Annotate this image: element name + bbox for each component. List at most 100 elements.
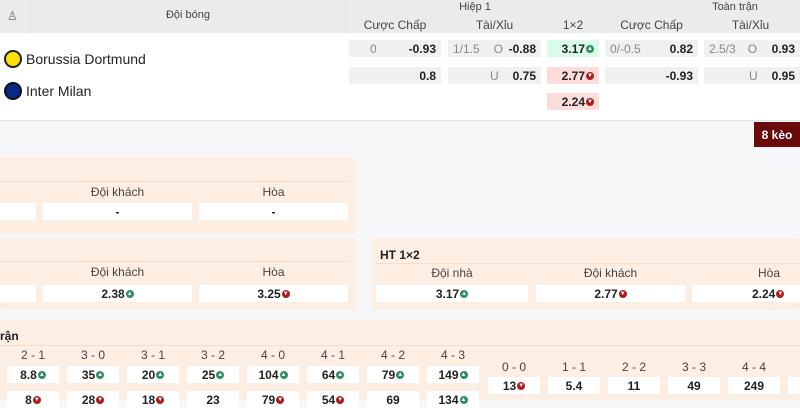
score-label: 1 - 1 bbox=[561, 360, 586, 374]
arrow-up-icon: ▲ bbox=[96, 370, 105, 379]
arrow-down-icon: ▼ bbox=[281, 289, 290, 298]
odd-home[interactable] bbox=[0, 285, 36, 302]
odd: 0.95 bbox=[771, 68, 795, 83]
score-odd-home[interactable]: 20 ▲ bbox=[127, 366, 179, 383]
ft-ou-under[interactable]: U 0.95 bbox=[704, 67, 800, 84]
odd: 2.24 bbox=[561, 94, 585, 109]
arrow-down-icon: ▼ bbox=[586, 71, 594, 80]
score-odd-draw[interactable]: 249 bbox=[728, 377, 780, 394]
score-label: 4 - 3 bbox=[440, 348, 465, 362]
score-odd-home[interactable]: 79 ▲ bbox=[367, 366, 419, 383]
h1-ou-under[interactable]: U 0.75 bbox=[448, 67, 541, 84]
h1-handicap-away[interactable]: 0.8 bbox=[349, 67, 441, 84]
arrow-down-icon: ▼ bbox=[776, 289, 785, 298]
score-odd-other[interactable] bbox=[788, 377, 800, 394]
odd: 11 bbox=[627, 378, 641, 393]
ht-1x2-panel: HT 1×2 Đội nhà Đội khách Hòa 3.17 ▲ 2.77 ▼… bbox=[372, 238, 800, 310]
score-odd-home[interactable]: 25 ▲ bbox=[187, 366, 239, 383]
odd-away[interactable]: 2.38 ▲ bbox=[43, 285, 192, 302]
odd: 149 bbox=[438, 367, 459, 382]
score-odd-draw[interactable]: 5.4 bbox=[548, 377, 600, 394]
odd: 2.77 bbox=[594, 286, 618, 301]
h1-ou-header: Tài/Xỉu bbox=[475, 18, 514, 32]
h1-1x2-away[interactable]: 2.77 ▼ bbox=[547, 67, 599, 84]
settings-icon[interactable]: ♙ bbox=[7, 9, 18, 23]
inter-logo-icon bbox=[4, 82, 22, 100]
score-label: 2 - 1 bbox=[20, 348, 45, 362]
odd: 8.8 bbox=[20, 367, 37, 382]
odds-table-header: ♙ Đội bóng Hiệp 1 Toàn trận Cược Chấp Tà… bbox=[0, 0, 800, 121]
odd: -0.93 bbox=[408, 41, 436, 56]
correct-score-panel: rận 2 - 1 8.8 ▲ 8 ▼ 3 - 0 35 ▲ 28 ▼ 3 - 1 20 ▲ … bbox=[0, 320, 800, 408]
side: U bbox=[749, 68, 758, 83]
ft-ou-over[interactable]: 2.5/3 O 0.93 bbox=[704, 40, 800, 57]
label-draw: Hòa bbox=[262, 185, 285, 199]
arrow-up-icon: ▲ bbox=[586, 44, 594, 53]
score-odd-draw[interactable]: 11 bbox=[608, 377, 660, 394]
odd: 2.24 bbox=[752, 286, 776, 301]
arrow-up-icon: ▲ bbox=[279, 370, 288, 379]
team-home[interactable]: Borussia Dortmund bbox=[4, 50, 146, 68]
odd: 2.38 bbox=[101, 286, 125, 301]
h1-handicap-home[interactable]: 0 -0.93 bbox=[349, 40, 441, 57]
ft-handicap-away[interactable]: -0.93 bbox=[605, 67, 698, 84]
score-label: 4 - 0 bbox=[260, 348, 285, 362]
label-away: Đội khách bbox=[90, 185, 145, 199]
team-name: Borussia Dortmund bbox=[26, 51, 146, 67]
arrow-up-icon: ▲ bbox=[396, 370, 405, 379]
h1-1x2-home[interactable]: 3.17 ▲ bbox=[547, 40, 599, 57]
odd-away[interactable]: - bbox=[43, 203, 192, 220]
side: O bbox=[747, 41, 758, 56]
odd: -0.88 bbox=[508, 41, 536, 56]
score-label: 3 - 0 bbox=[80, 348, 105, 362]
odd-away[interactable]: 2.77 ▼ bbox=[536, 285, 685, 302]
h1-1x2-draw[interactable]: 2.24 ▼ bbox=[547, 93, 599, 110]
score-odd-home[interactable]: 8.8 ▲ bbox=[7, 366, 59, 383]
score-odd-home[interactable]: 104 ▲ bbox=[247, 366, 299, 383]
score-odd-draw[interactable]: 13 ▼ bbox=[488, 377, 540, 394]
odd-home[interactable]: 3.17 ▲ bbox=[376, 285, 528, 302]
side: O bbox=[493, 41, 504, 56]
odd: 0.82 bbox=[669, 41, 693, 56]
odd: 249 bbox=[743, 378, 765, 393]
arrow-up-icon: ▲ bbox=[460, 289, 469, 298]
odd: 79 bbox=[381, 367, 396, 382]
score-odd-home[interactable]: 64 ▲ bbox=[307, 366, 359, 383]
odd: 5.4 bbox=[565, 378, 583, 393]
odd-draw[interactable]: - bbox=[199, 203, 348, 220]
odd-draw[interactable]: 3.25 ▼ bbox=[199, 285, 348, 302]
odd-draw[interactable]: 2.24 ▼ bbox=[692, 285, 800, 302]
odd: 2.77 bbox=[561, 68, 585, 83]
line: 0 bbox=[370, 41, 377, 56]
ft-handicap-home[interactable]: 0/-0.5 0.82 bbox=[605, 40, 698, 57]
odd-home[interactable] bbox=[0, 203, 36, 220]
score-label: 4 - 4 bbox=[741, 360, 766, 374]
arrow-up-icon: ▲ bbox=[336, 370, 345, 379]
score-odd-home[interactable]: 35 ▲ bbox=[67, 366, 119, 383]
h1-ou-over[interactable]: 1/1.5 O -0.88 bbox=[448, 40, 541, 57]
odd: 13 bbox=[502, 378, 517, 393]
more-odds-button[interactable]: 8 kèo bbox=[754, 122, 800, 147]
side: U bbox=[490, 68, 499, 83]
market-panel-2: Đội khách Hòa 2.38 ▲ 3.25 ▼ bbox=[0, 238, 356, 310]
ft-ou-header: Tài/Xỉu bbox=[731, 18, 770, 32]
odd: 3.25 bbox=[257, 286, 281, 301]
arrow-up-icon: ▲ bbox=[216, 370, 225, 379]
score-odd-draw[interactable]: 49 bbox=[668, 377, 720, 394]
odd: 104 bbox=[258, 367, 279, 382]
odd: 3.17 bbox=[561, 41, 585, 56]
odd: 3.17 bbox=[435, 286, 460, 301]
line: 2.5/3 bbox=[709, 41, 736, 56]
score-label: 3 - 3 bbox=[681, 360, 706, 374]
score-label: 2 - 2 bbox=[621, 360, 646, 374]
half-time-header: Hiệp 1 bbox=[459, 1, 491, 13]
market-panel-1: Đội khách Hòa - - bbox=[0, 157, 356, 234]
odd: 25 bbox=[201, 367, 216, 382]
line: 0/-0.5 bbox=[610, 41, 641, 56]
score-label: 0 - 0 bbox=[501, 360, 526, 374]
score-odd-home[interactable]: 149 ▲ bbox=[427, 366, 479, 383]
team-name: Inter Milan bbox=[26, 83, 92, 99]
ft-handicap-header: Cược Chấp bbox=[620, 18, 683, 32]
odd: 0.93 bbox=[771, 41, 795, 56]
team-away[interactable]: Inter Milan bbox=[4, 82, 91, 100]
